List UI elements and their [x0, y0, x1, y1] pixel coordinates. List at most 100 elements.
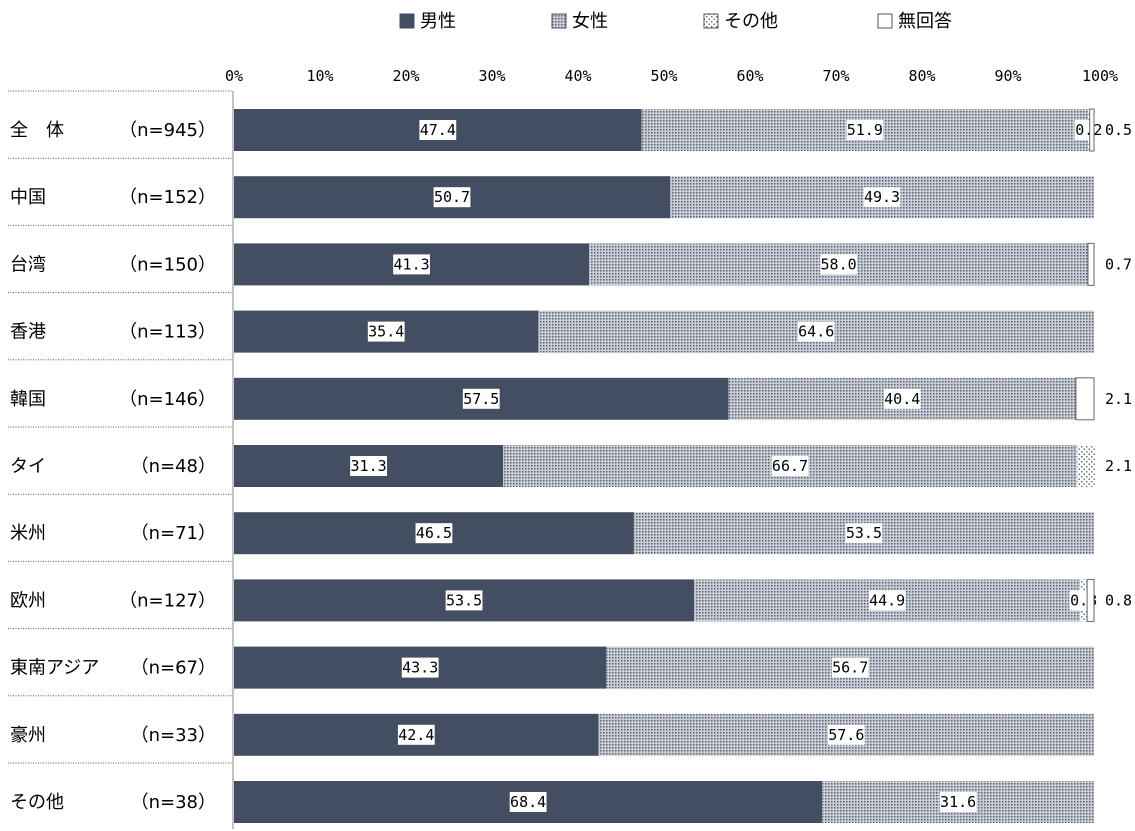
- data-label-bg: [771, 456, 809, 476]
- data-label-bg: [846, 120, 884, 140]
- bar-row: 豪州 （n=33） 42.4 57.6: [8, 695, 1094, 756]
- data-label-bg: [939, 792, 977, 812]
- data-label-bg: [415, 523, 453, 544]
- outside-data-label: 0.7: [1105, 255, 1132, 273]
- data-label-bg: [393, 254, 430, 275]
- x-tick-label: 40%: [564, 67, 591, 85]
- data-label: 66.7: [772, 457, 808, 475]
- bar-row: 東南アジア （n=67） 43.3 56.7: [8, 628, 1094, 689]
- category-label: 中国: [10, 187, 46, 208]
- data-label: 49.3: [864, 188, 900, 206]
- x-tick-label: 100%: [1082, 67, 1118, 85]
- legend-label-1: 男性: [420, 11, 456, 32]
- outside-data-label: 2.1: [1105, 390, 1132, 408]
- x-tick-label: 90%: [994, 67, 1021, 85]
- sample-size-label: （n=33）: [131, 725, 216, 746]
- x-tick-label: 70%: [822, 67, 849, 85]
- data-label: 51.9: [847, 121, 883, 139]
- category-label: タイ: [10, 456, 46, 477]
- sample-size-label: （n=150）: [119, 254, 216, 275]
- bar-segment-4: [1089, 108, 1095, 152]
- x-tick-label: 0%: [225, 67, 243, 85]
- category-label: 全 体: [10, 120, 64, 141]
- bar-row: 欧州 （n=127） 53.5 44.9 0.8 0.8: [8, 560, 1132, 622]
- sample-size-label: （n=67）: [131, 658, 216, 679]
- data-label: 68.4: [510, 793, 546, 811]
- data-label: 46.5: [416, 524, 452, 542]
- sample-size-label: （n=146）: [119, 389, 216, 410]
- data-label-bg: [367, 321, 405, 342]
- data-label: 43.3: [402, 659, 438, 677]
- legend-swatch-3: [703, 13, 719, 29]
- data-label: 41.3: [394, 255, 430, 273]
- data-label-bg: [350, 456, 387, 476]
- x-tick-label: 60%: [736, 67, 763, 85]
- data-label-bg: [845, 523, 883, 544]
- category-label: 台湾: [10, 254, 46, 275]
- data-label-bg: [797, 321, 835, 342]
- data-label: 31.3: [351, 457, 387, 475]
- category-label: 米州: [10, 523, 46, 544]
- bar-row: その他 （n=38） 68.4 31.6: [8, 762, 1094, 823]
- bar-row: 中国 （n=152） 50.7 49.3: [8, 157, 1094, 219]
- bar-row: 韓国 （n=146） 57.5 40.4 2.1: [8, 359, 1132, 421]
- data-label: 57.5: [463, 390, 499, 408]
- data-label-bg: [883, 388, 921, 409]
- data-label: 47.4: [420, 121, 456, 139]
- sample-size-label: （n=38）: [131, 792, 216, 813]
- data-label: 42.4: [398, 726, 434, 744]
- data-label-bg: [433, 187, 471, 208]
- data-label-bg: [397, 724, 435, 745]
- data-label: 31.6: [940, 793, 976, 811]
- data-label: 50.7: [434, 188, 470, 206]
- sample-size-label: （n=127）: [119, 590, 216, 611]
- legend-label-2: 女性: [572, 11, 608, 32]
- data-label: 58.0: [821, 255, 857, 273]
- x-tick-label: 20%: [392, 67, 419, 85]
- data-label: 44.9: [869, 591, 905, 609]
- category-label: 欧州: [10, 590, 46, 611]
- category-label: 東南アジア: [10, 658, 99, 679]
- x-tick-label: 50%: [650, 67, 677, 85]
- legend-swatch-1: [399, 13, 415, 29]
- sample-size-label: （n=945）: [119, 120, 216, 141]
- bar-row: 米州 （n=71） 46.5 53.5: [8, 493, 1094, 555]
- bar-row: 台湾 （n=150） 41.3 58.0 0.7: [8, 224, 1132, 286]
- data-label-bg: [1074, 120, 1104, 140]
- bar-row: タイ （n=48） 31.3 66.7 2.1: [8, 426, 1132, 487]
- data-label: 35.4: [368, 323, 404, 341]
- data-label-bg: [419, 120, 457, 140]
- x-axis-ticks: 0% 10% 20% 30% 40% 50% 60% 70% 80% 90% 100%: [225, 67, 1118, 85]
- sample-size-label: （n=113）: [119, 322, 216, 343]
- legend-label-3: その他: [724, 11, 778, 32]
- bar-segment-4: [1086, 578, 1095, 622]
- data-label-bg: [827, 724, 865, 745]
- bar-row: 全 体 （n=945） 47.4 51.9 0.2 0.5: [8, 90, 1132, 152]
- outside-data-label: 0.5: [1105, 121, 1132, 139]
- data-label-bg: [831, 657, 869, 678]
- x-tick-label: 80%: [908, 67, 935, 85]
- data-label-bg: [509, 792, 547, 812]
- data-label-bg: [401, 657, 439, 678]
- data-label-bg: [863, 187, 901, 208]
- x-tick-label: 10%: [306, 67, 333, 85]
- data-label: 40.4: [884, 390, 920, 408]
- legend-swatch-4: [877, 13, 893, 29]
- data-label-bg: [868, 590, 906, 611]
- data-label-bg: [445, 590, 483, 611]
- sample-size-label: （n=152）: [119, 187, 216, 208]
- category-label: 香港: [10, 322, 46, 343]
- bar-segment-4: [1075, 377, 1095, 421]
- rows: 全 体 （n=945） 47.4 51.9 0.2 0.5 中国 （n=152） 50.7 49.…: [8, 90, 1132, 823]
- legend-swatch-2: [551, 13, 567, 29]
- outside-data-label: 2.1: [1105, 457, 1132, 475]
- sample-size-label: （n=71）: [131, 523, 216, 544]
- data-label-bg: [820, 254, 857, 275]
- category-label: その他: [10, 792, 64, 813]
- bar-segment-3: [1076, 445, 1095, 487]
- data-label: 53.5: [446, 591, 482, 609]
- x-tick-label: 30%: [478, 67, 505, 85]
- legend: 男性 女性 その他 無回答: [399, 11, 952, 32]
- legend-label-4: 無回答: [898, 11, 952, 32]
